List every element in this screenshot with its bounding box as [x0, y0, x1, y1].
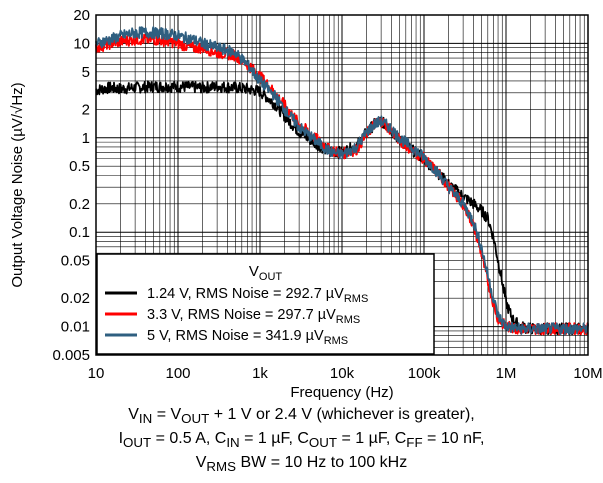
legend-box	[96, 253, 435, 355]
y-tick-label: 5	[82, 64, 90, 81]
legend-entry-2: 3.3 V, RMS Noise = 297.7 µVRMS	[147, 307, 360, 326]
x-tick-label: 1M	[496, 365, 517, 382]
y-tick-label: 10	[73, 35, 90, 52]
caption-line-2: IOUT = 0.5 A, CIN = 1 µF, COUT = 1 µF, C…	[118, 430, 485, 451]
legend: VOUT 1.24 V, RMS Noise = 292.7 µVRMS 3.3 V…	[96, 253, 435, 355]
caption-line-1: VIN = VOUT + 1 V or 2.4 V (whichever is …	[128, 406, 475, 427]
series-line-3	[95, 26, 589, 336]
x-tick-label: 1k	[252, 365, 268, 382]
caption-line-3: VRMS BW = 10 Hz to 100 kHz	[195, 454, 408, 475]
x-tick-label: 10M	[573, 365, 602, 382]
x-tick-label: 100	[165, 365, 190, 382]
x-tick-label: 100k	[408, 365, 441, 382]
chart-svg: 10 100 1k 10k 100k 1M 10M 0.005 0.01 0.02 0.05 0.1 0…	[9, 7, 603, 401]
y-tick-label: 20	[73, 7, 90, 24]
y-tick-label: 0.1	[69, 224, 90, 241]
tick-label-layer: 10 100 1k 10k 100k 1M 10M 0.005 0.01 0.02 0.05 0.1 0…	[52, 7, 602, 382]
y-tick-label: 0.005	[52, 347, 90, 364]
legend-title: VOUT	[249, 263, 283, 283]
y-axis-title: Output Voltage Noise (µV/√Hz)	[9, 82, 26, 287]
y-tick-label: 2	[82, 101, 90, 118]
y-tick-label: 0.05	[61, 253, 90, 270]
legend-entry-3: 5 V, RMS Noise = 341.9 µVRMS	[147, 328, 348, 347]
y-tick-label: 0.01	[61, 319, 90, 336]
y-tick-label: 0.5	[69, 158, 90, 175]
plot-frame	[95, 14, 589, 356]
series-layer	[95, 26, 589, 336]
y-tick-label: 0.02	[61, 290, 90, 307]
x-tick-label: 10	[88, 365, 105, 382]
y-tick-label: 1	[82, 130, 90, 147]
x-axis-title: Frequency (Hz)	[290, 384, 393, 400]
legend-entry-1: 1.24 V, RMS Noise = 292.7 µVRMS	[147, 286, 368, 305]
y-tick-label: 0.2	[69, 196, 90, 213]
x-tick-label: 10k	[330, 365, 355, 382]
